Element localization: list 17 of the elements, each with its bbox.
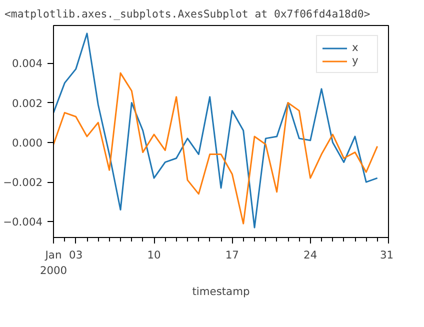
y-tick-label: 0.000 <box>12 136 43 150</box>
legend-label: y <box>352 54 360 67</box>
y-tick-label: −0.004 <box>3 216 43 229</box>
line-series <box>54 32 378 228</box>
x-tick-label: 10 <box>147 248 161 262</box>
x-axis-title: timestamp <box>192 285 250 298</box>
x-tick-label: Jan 2000 <box>40 248 68 278</box>
legend-label: x <box>352 41 360 54</box>
line-series <box>54 72 378 224</box>
text: <matplotlib.axes._subplots.AxesSubplot at 0x7f06fd4a18d0> <box>4 8 370 20</box>
x-tick-label: 24 <box>304 248 318 262</box>
y-tick-label: 0.002 <box>12 96 43 110</box>
y-tick-label: 0.004 <box>12 57 43 70</box>
x-tick-label: 03 <box>69 248 83 262</box>
x-tick-label: 17 <box>225 248 239 262</box>
y-tick-label: −0.002 <box>3 176 42 190</box>
x-tick-label: 31 <box>380 248 394 262</box>
